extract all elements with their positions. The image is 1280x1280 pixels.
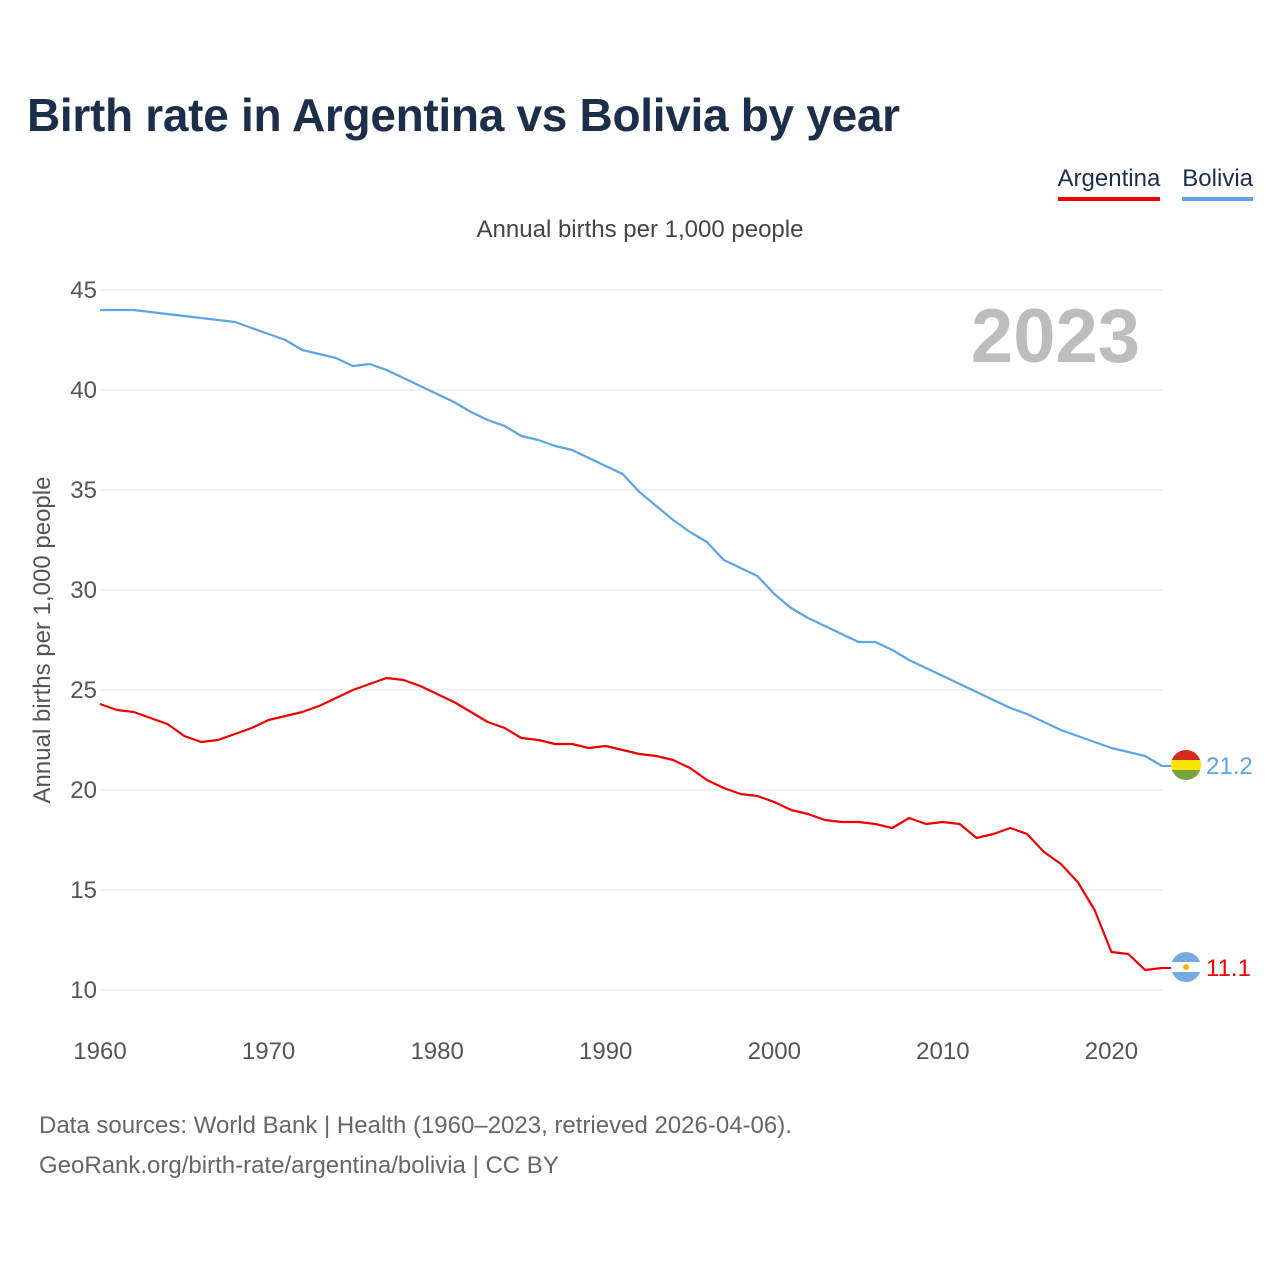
y-tick-label-20: 20	[70, 777, 97, 804]
y-tick-label-40: 40	[70, 377, 97, 404]
y-tick-label-15: 15	[70, 877, 97, 904]
data-source-note: Data sources: World Bank | Health (1960–…	[39, 1112, 792, 1139]
y-axis-label: Annual births per 1,000 people	[29, 477, 56, 804]
end-label-bolivia: 21.2	[1206, 753, 1253, 780]
x-tick-label-1990: 1990	[579, 1038, 632, 1065]
legend-label-argentina: Argentina	[1057, 165, 1161, 192]
chart-subtitle: Annual births per 1,000 people	[476, 216, 804, 243]
end-value-labels: 11.1 21.2	[1206, 753, 1253, 982]
x-axis-ticks: 1960 1970 1980 1990 2000 2010 2020	[73, 1038, 1138, 1065]
year-watermark: 2023	[971, 294, 1140, 379]
x-tick-label-2020: 2020	[1085, 1038, 1138, 1065]
x-tick-label-2010: 2010	[916, 1038, 969, 1065]
chart-title: Birth rate in Argentina vs Bolivia by ye…	[27, 89, 900, 141]
legend-swatch-argentina	[1057, 197, 1161, 201]
legend-item-argentina[interactable]: Argentina	[1057, 165, 1161, 201]
y-tick-label-45: 45	[70, 277, 97, 304]
series-lines	[99, 308, 1172, 972]
series-line-bolivia	[100, 308, 1163, 767]
legend-swatch-bolivia	[1182, 197, 1253, 201]
legend-label-bolivia: Bolivia	[1182, 165, 1253, 192]
y-tick-label-30: 30	[70, 577, 97, 604]
y-tick-label-35: 35	[70, 477, 97, 504]
series-line-argentina	[99, 676, 1163, 972]
x-tick-label-1960: 1960	[73, 1038, 126, 1065]
x-tick-label-1970: 1970	[242, 1038, 295, 1065]
argentina-flag-icon	[1171, 952, 1201, 982]
y-tick-label-25: 25	[70, 677, 97, 704]
y-tick-label-10: 10	[70, 977, 97, 1004]
x-tick-label-1980: 1980	[410, 1038, 463, 1065]
footer: Data sources: World Bank | Health (1960–…	[39, 1106, 792, 1186]
legend-item-bolivia[interactable]: Bolivia	[1182, 165, 1253, 201]
y-axis-ticks: 10 15 20 25 30 35 40 45	[70, 277, 97, 1004]
legend: Argentina Bolivia	[1057, 165, 1253, 201]
x-tick-label-2000: 2000	[748, 1038, 801, 1065]
source-url: GeoRank.org/birth-rate/argentina/bolivia…	[39, 1152, 559, 1179]
bolivia-flag-icon	[1171, 750, 1201, 780]
end-label-argentina: 11.1	[1206, 955, 1251, 982]
gridlines	[100, 289, 1162, 991]
